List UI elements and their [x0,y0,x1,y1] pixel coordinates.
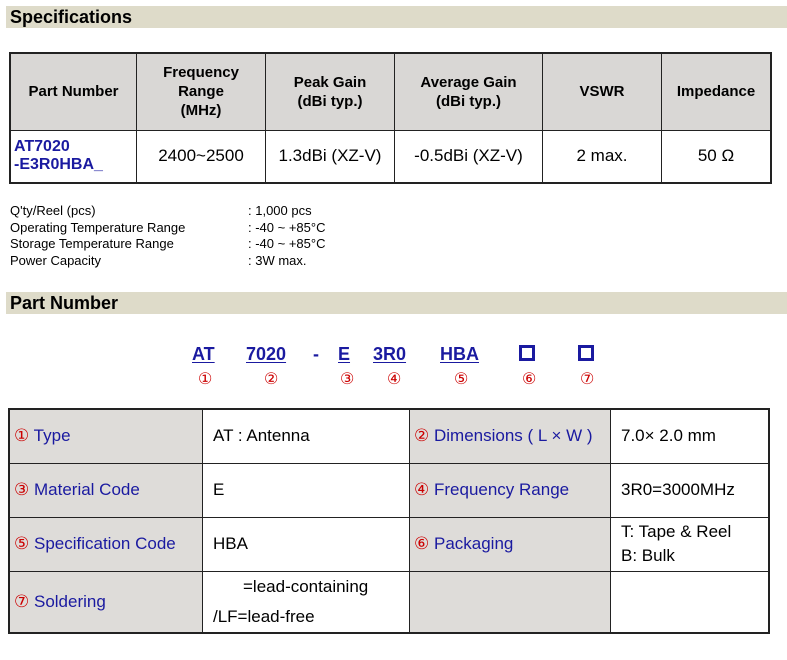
part-number-line2: -E3R0HBA_ [14,156,103,174]
header-average-gain-line1: Average Gain [420,73,517,91]
label-material-code: ③ Material Code [8,462,203,518]
cell-part-number: AT7020 -E3R0HBA_ [9,129,137,184]
code-material: E [338,344,351,364]
code-number-6: ⑥ [522,371,537,388]
header-average-gain: Average Gain (dBi typ.) [394,52,543,131]
label-text: Type [33,426,71,446]
label-text: Material Code [33,480,140,499]
number-marker: ③ [14,480,30,499]
header-frequency-line3: (MHz) [180,102,222,120]
value-material-code: E [202,462,410,518]
header-peak-gain-line1: Peak Gain [293,73,367,91]
number-marker: ④ [414,480,430,499]
specifications-table: Part Number Frequency Range (MHz) Peak G… [9,52,772,184]
label-dimensions: ② Dimensions ( L × W ) [409,408,611,464]
pn-row: ① Type AT : Antenna ② Dimensions ( L × W… [8,408,770,464]
label-packaging: ⑥ Packaging [409,516,611,572]
info-value: : -40 ~ +85°C [248,219,326,235]
spec-data-row: AT7020 -E3R0HBA_ 2400~2500 1.3dBi (XZ-V)… [9,129,772,184]
packaging-option: T: Tape & Reel [621,522,732,541]
value-type: AT : Antenna [202,408,410,464]
code-number-3: ③ [340,371,355,388]
code-number-7: ⑦ [580,371,595,388]
label-text: Dimensions ( L × W ) [433,426,593,446]
part-number-line1: AT7020 [14,138,70,156]
info-value: : 3W max. [248,252,307,268]
code-specification: HBA [440,344,479,364]
soldering-option: /LF=lead-free [213,606,315,626]
cell-impedance: 50 Ω [661,129,772,184]
header-average-gain-line2: (dBi typ.) [436,92,501,110]
header-part-number: Part Number [9,52,137,131]
number-marker: ⑦ [14,591,30,611]
label-frequency-range: ④ Frequency Range [409,462,611,518]
number-marker: ⑤ [14,534,30,553]
value-specification-code: HBA [202,516,410,572]
code-number-2: ② [264,371,279,388]
label-specification-code: ⑤ Specification Code [8,516,203,572]
header-frequency-line2: Range [178,83,224,101]
info-label: Storage Temperature Range [10,236,174,251]
label-text: Soldering [33,591,106,611]
code-type: AT [192,344,215,364]
info-label: Q'ty/Reel (pcs) [10,203,96,218]
code-number-5: ⑤ [454,371,469,388]
label-text: Packaging [433,534,514,553]
cell-vswr: 2 max. [542,129,662,184]
header-vswr: VSWR [542,52,662,131]
part-number-heading: Part Number [6,292,787,314]
header-impedance: Impedance [661,52,772,131]
info-label: Operating Temperature Range [10,219,186,235]
number-marker: ① [14,426,30,446]
cell-average-gain: -0.5dBi (XZ-V) [394,129,543,184]
label-type: ① Type [8,408,203,464]
code-frequency: 3R0 [373,344,407,364]
specifications-heading: Specifications [6,6,787,28]
pn-row: ③ Material Code E ④ Frequency Range 3R0=… [8,462,770,518]
label-text: Specification Code [33,534,176,553]
header-peak-gain: Peak Gain (dBi typ.) [265,52,395,131]
info-label: Power Capacity [10,252,102,268]
code-soldering-box [578,344,594,365]
number-marker: ② [414,426,430,446]
info-value: : -40 ~ +85°C [248,236,326,251]
spec-header-row: Part Number Frequency Range (MHz) Peak G… [9,52,772,131]
label-text: Frequency Range [433,480,570,499]
code-packaging-box [519,344,535,365]
packaging-option: B: Bulk [621,546,675,565]
cell-frequency-range: 2400~2500 [136,129,266,184]
code-number-4: ④ [387,371,402,388]
value-dimensions: 7.0× 2.0 mm [610,408,770,464]
value-packaging: T: Tape & Reel B: Bulk [610,516,770,572]
code-dimensions: 7020 [246,344,287,364]
value-soldering: =lead-containing /LF=lead-free [202,570,410,634]
label-soldering: ⑦ Soldering [8,570,203,634]
soldering-option: =lead-containing [243,576,369,596]
part-number-table: ① Type AT : Antenna ② Dimensions ( L × W… [8,408,770,634]
empty-value-cell [610,570,770,634]
code-number-1: ① [198,371,213,388]
header-peak-gain-line2: (dBi typ.) [297,92,363,110]
pn-row: ⑤ Specification Code HBA ⑥ Packaging T: … [8,516,770,572]
number-marker: ⑥ [414,534,430,553]
empty-label-cell [409,570,611,634]
code-dash: - [313,344,319,364]
empty-box-icon [519,345,535,361]
info-value: : 1,000 pcs [248,203,312,218]
cell-peak-gain: 1.3dBi (XZ-V) [265,129,395,184]
value-frequency-range: 3R0=3000MHz [610,462,770,518]
pn-row: ⑦ Soldering =lead-containing /LF=lead-fr… [8,570,770,634]
empty-box-icon [578,345,594,361]
header-frequency-line1: Frequency [163,64,239,82]
header-frequency-range: Frequency Range (MHz) [136,52,266,131]
